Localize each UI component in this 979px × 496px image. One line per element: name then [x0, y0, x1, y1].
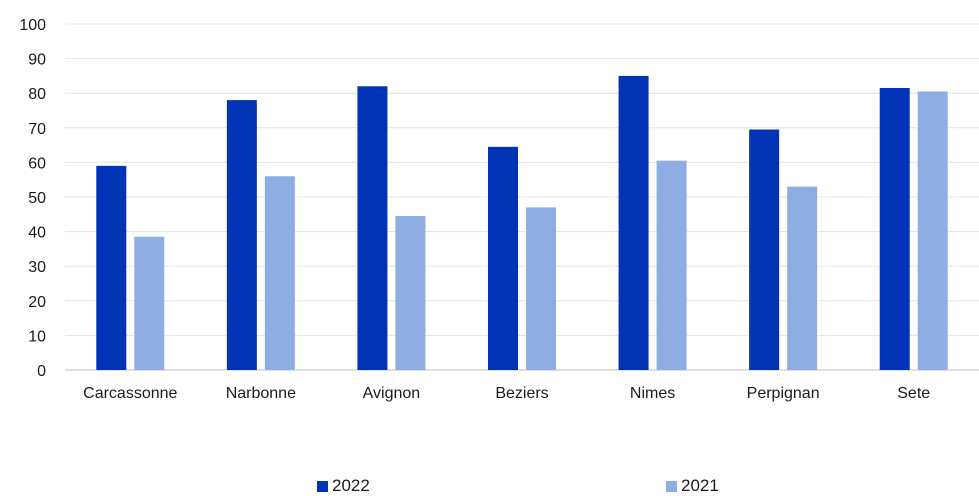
- x-axis-ticks: Carcassonne Narbonne Avignon Beziers Nimes Pe…: [83, 385, 930, 402]
- legend-label-2021: 2021: [681, 476, 719, 495]
- bar-2021-beziers: [526, 207, 556, 370]
- x-tick-label: Sete: [897, 385, 930, 402]
- y-tick-label: 60: [28, 155, 46, 172]
- y-tick-label: 10: [28, 328, 46, 345]
- y-tick-label: 40: [28, 225, 46, 242]
- bar-2021-narbonne: [264, 176, 295, 370]
- bar-2022-nimes: [618, 75, 649, 371]
- y-tick-label: 100: [19, 17, 46, 34]
- gridlines: [65, 23, 979, 371]
- x-tick-label: Narbonne: [226, 385, 296, 402]
- bar-2022-narbonne: [226, 100, 257, 371]
- y-tick-label: 0: [37, 363, 46, 380]
- bar-2022-beziers: [488, 146, 518, 370]
- x-tick-label: Perpignan: [747, 385, 820, 402]
- y-tick-label: 50: [28, 190, 46, 207]
- bar-2021-carcassonne: [134, 236, 165, 370]
- bar-2022-sete: [879, 88, 910, 370]
- bar-2021-perpignan: [787, 186, 818, 370]
- x-tick-label: Beziers: [495, 385, 548, 402]
- bar-2022-perpignan: [749, 129, 780, 370]
- bar-2022-avignon: [357, 86, 388, 370]
- y-axis-ticks: 0 10 20 30 40 50 60 70 80 90 100: [19, 17, 46, 380]
- bar-2022-carcassonne: [96, 165, 127, 370]
- x-tick-label: Carcassonne: [83, 385, 177, 402]
- x-tick-label: Avignon: [363, 385, 421, 402]
- bar-2021-sete: [917, 91, 948, 370]
- y-tick-label: 30: [28, 259, 46, 276]
- x-tick-label: Nimes: [630, 385, 675, 402]
- legend-item-2021: 2021: [666, 476, 719, 496]
- legend-item-2022: 2022: [317, 476, 370, 496]
- bars: [96, 75, 948, 371]
- y-tick-label: 20: [28, 294, 46, 311]
- legend-label-2022: 2022: [332, 476, 370, 495]
- bar-2021-nimes: [656, 160, 687, 370]
- y-tick-label: 70: [28, 121, 46, 138]
- y-tick-label: 90: [28, 52, 46, 69]
- bar-2021-avignon: [395, 216, 426, 370]
- legend-swatch-2022: [317, 480, 328, 492]
- y-tick-label: 80: [28, 86, 46, 103]
- legend-swatch-2021: [666, 480, 677, 492]
